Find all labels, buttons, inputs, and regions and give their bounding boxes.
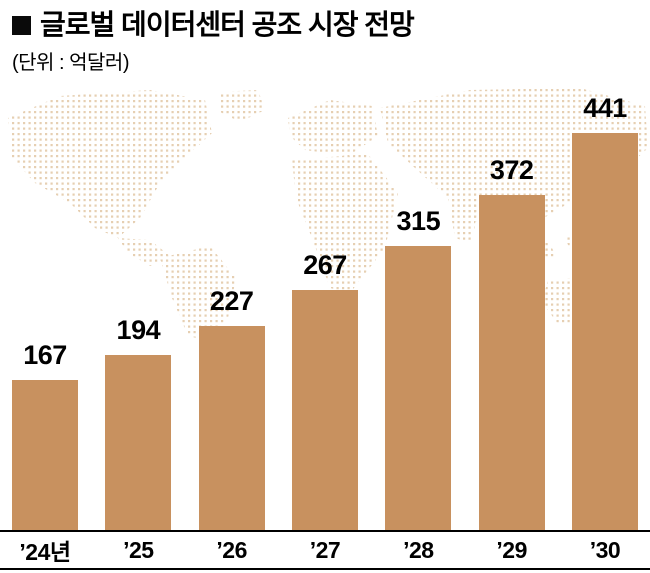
bar-value-label: 194 xyxy=(116,315,161,345)
bar-column: 167 xyxy=(12,340,78,530)
header: 글로벌 데이터센터 공조 시장 전망 (단위 : 억달러) xyxy=(0,0,650,75)
axis-label: ’24년 xyxy=(19,539,71,565)
bar xyxy=(12,380,78,530)
bar-column: 267 xyxy=(291,250,358,530)
axis-label: ’25 xyxy=(123,536,154,563)
bars: 167 194 227 267 315 372 441 xyxy=(0,93,650,530)
bar-value-label: 315 xyxy=(396,206,441,236)
bar-column: 227 xyxy=(198,286,265,530)
bar xyxy=(478,195,545,530)
axis-label: ’28 xyxy=(403,536,434,563)
bar xyxy=(198,326,265,530)
page-title: 글로벌 데이터센터 공조 시장 전망 xyxy=(40,9,415,40)
bar-column: 194 xyxy=(105,315,172,530)
title-bullet-square-icon xyxy=(12,15,31,35)
bar-value-label: 372 xyxy=(489,155,534,185)
bar-column: 372 xyxy=(478,155,545,530)
chart-area: 167 194 227 267 315 372 441 xyxy=(0,70,650,532)
axis-labels: ’24년 ’25 ’26 ’27 ’28 ’29 ’30 xyxy=(0,532,650,570)
bar xyxy=(291,290,358,530)
bar-value-label: 441 xyxy=(583,93,627,123)
bar-value-label: 267 xyxy=(303,250,347,280)
bar-column: 315 xyxy=(385,206,452,530)
bar xyxy=(385,246,452,530)
axis-label: ’29 xyxy=(496,536,527,563)
bar-value-label: 227 xyxy=(209,286,254,316)
bar xyxy=(571,133,638,530)
title-row: 글로벌 데이터센터 공조 시장 전망 xyxy=(12,9,638,41)
bar xyxy=(105,355,172,530)
bar-column: 441 xyxy=(571,93,638,530)
axis-label: ’27 xyxy=(309,536,341,563)
axis-label: ’30 xyxy=(589,536,621,563)
bar-value-label: 167 xyxy=(23,340,67,370)
axis-label: ’26 xyxy=(216,536,247,563)
unit-label: (단위 : 억달러) xyxy=(12,51,130,74)
